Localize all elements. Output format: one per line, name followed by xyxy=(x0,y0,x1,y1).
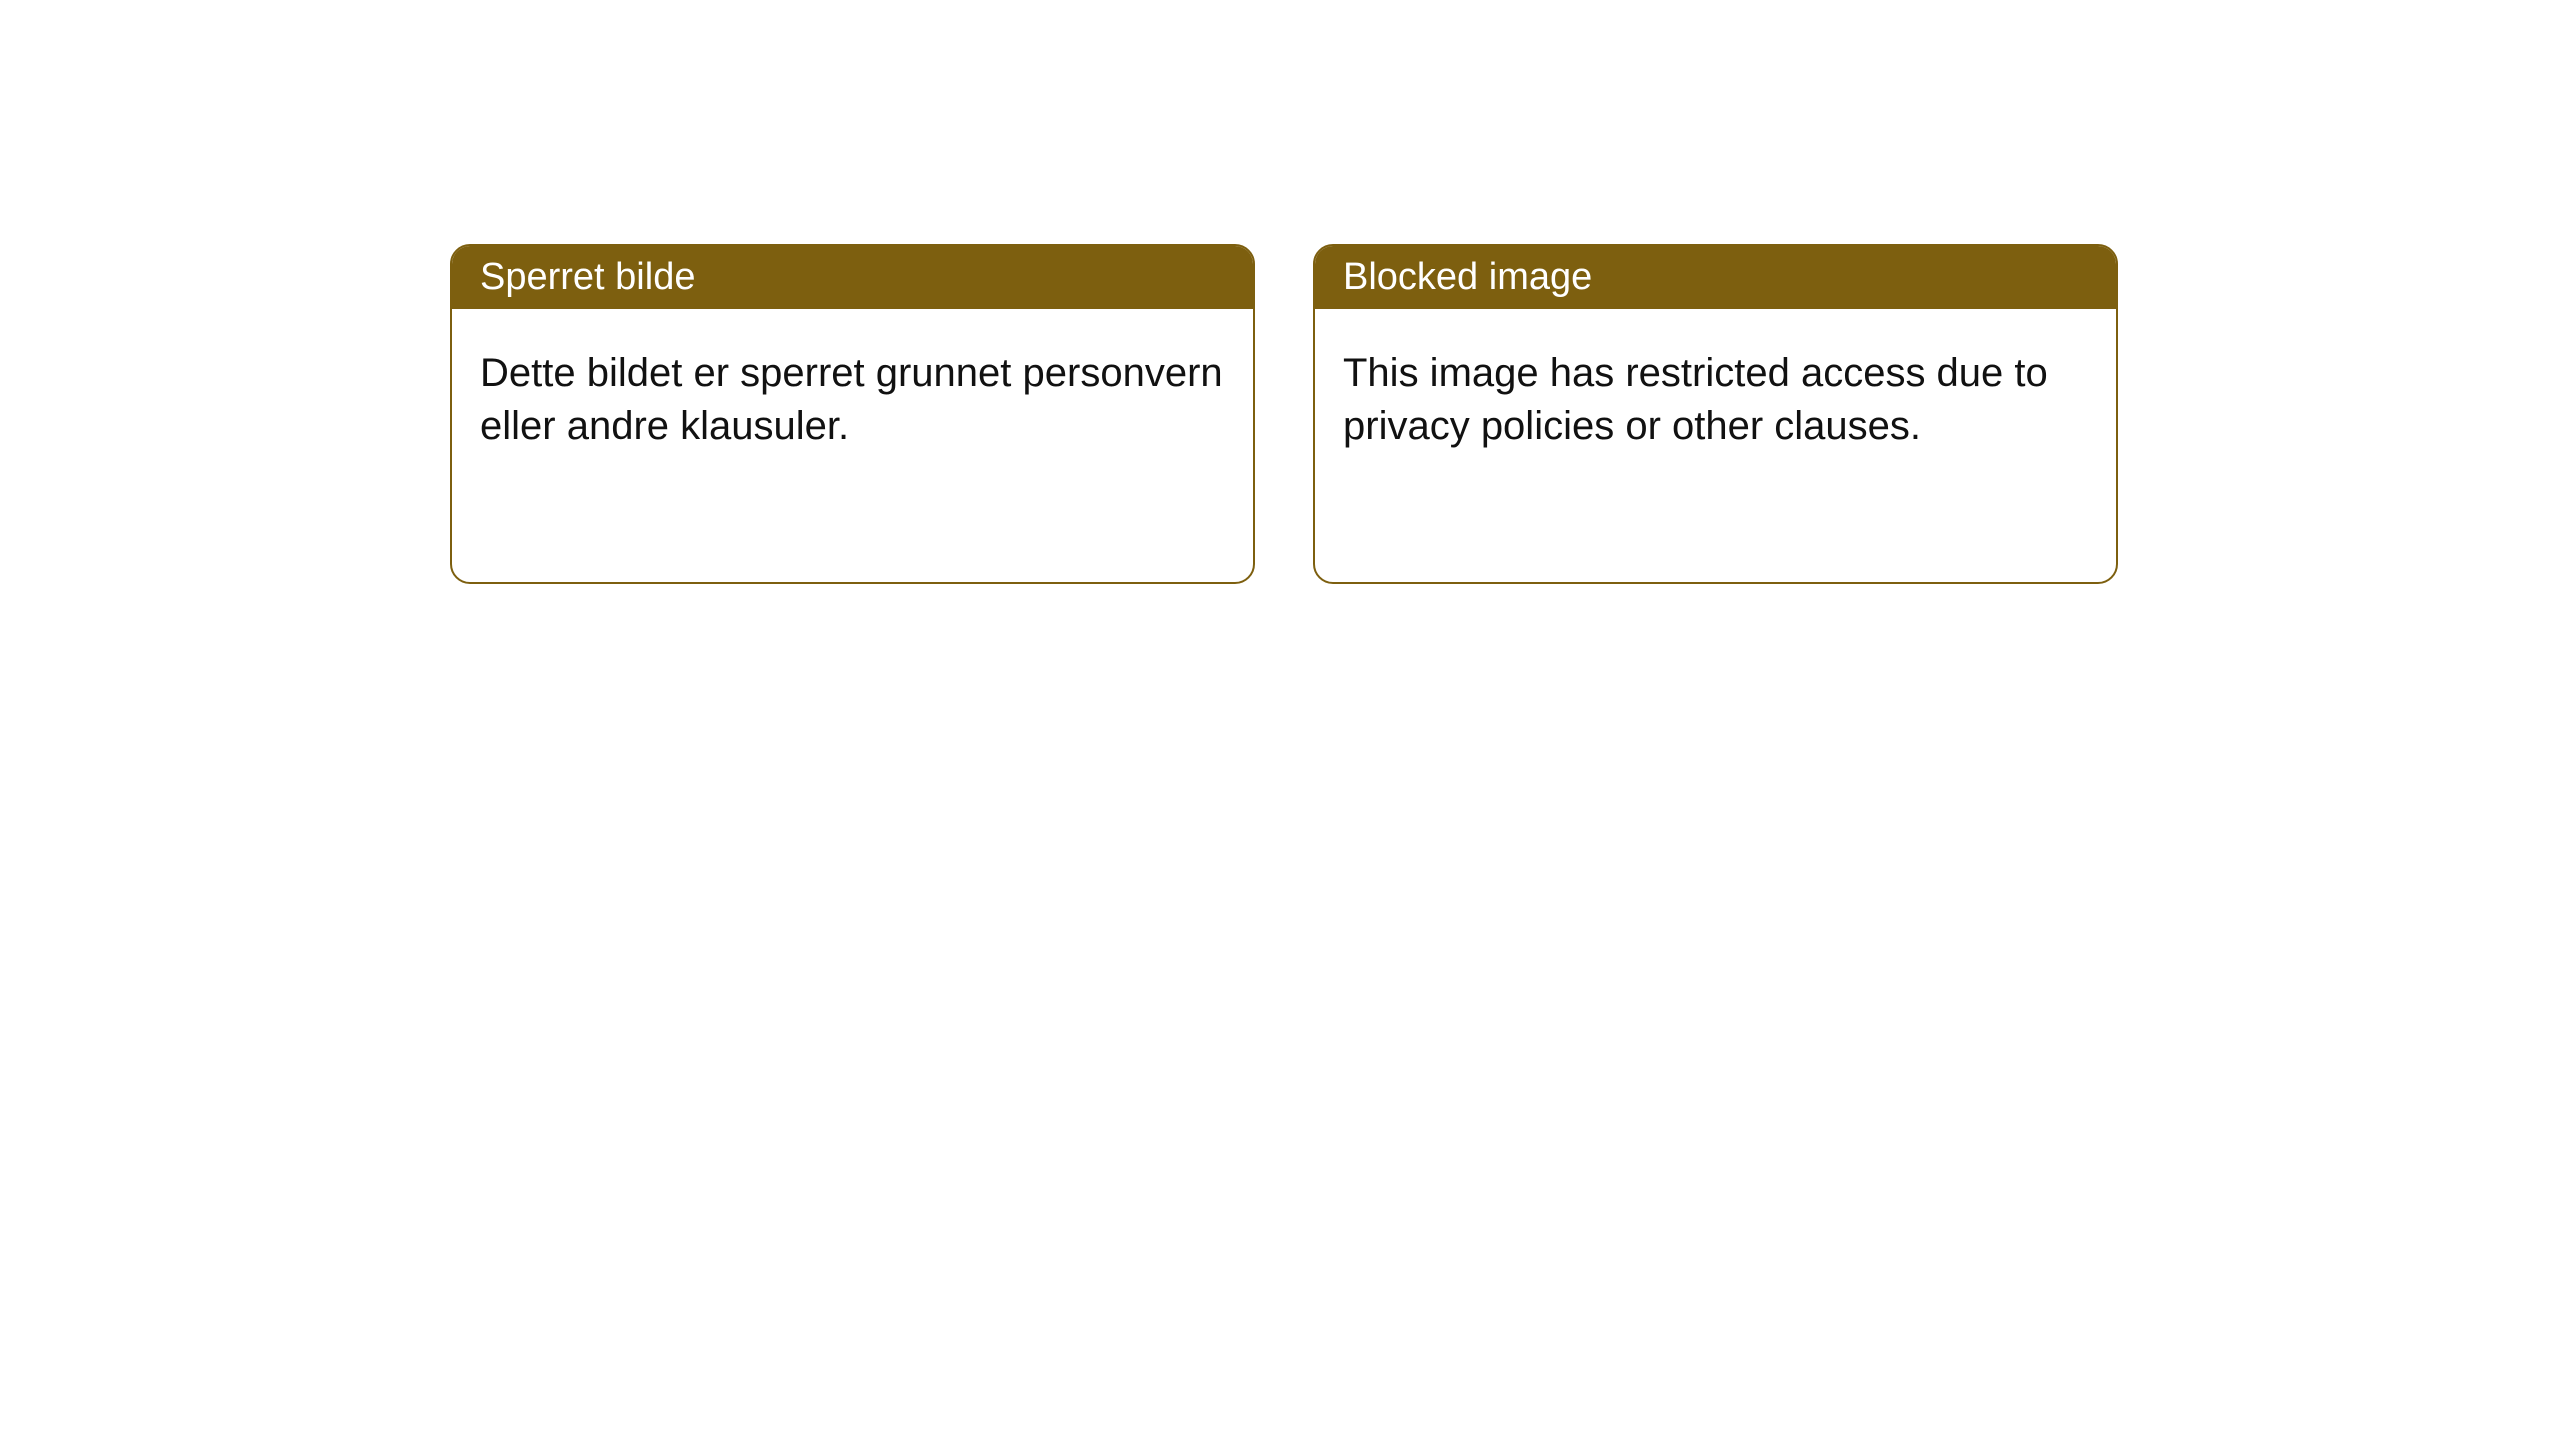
notice-container: Sperret bilde Dette bildet er sperret gr… xyxy=(0,0,2560,584)
notice-card-body: Dette bildet er sperret grunnet personve… xyxy=(452,309,1253,491)
notice-card-title: Blocked image xyxy=(1315,246,2116,309)
notice-card-english: Blocked image This image has restricted … xyxy=(1313,244,2118,584)
notice-card-title: Sperret bilde xyxy=(452,246,1253,309)
notice-card-norwegian: Sperret bilde Dette bildet er sperret gr… xyxy=(450,244,1255,584)
notice-card-body: This image has restricted access due to … xyxy=(1315,309,2116,491)
